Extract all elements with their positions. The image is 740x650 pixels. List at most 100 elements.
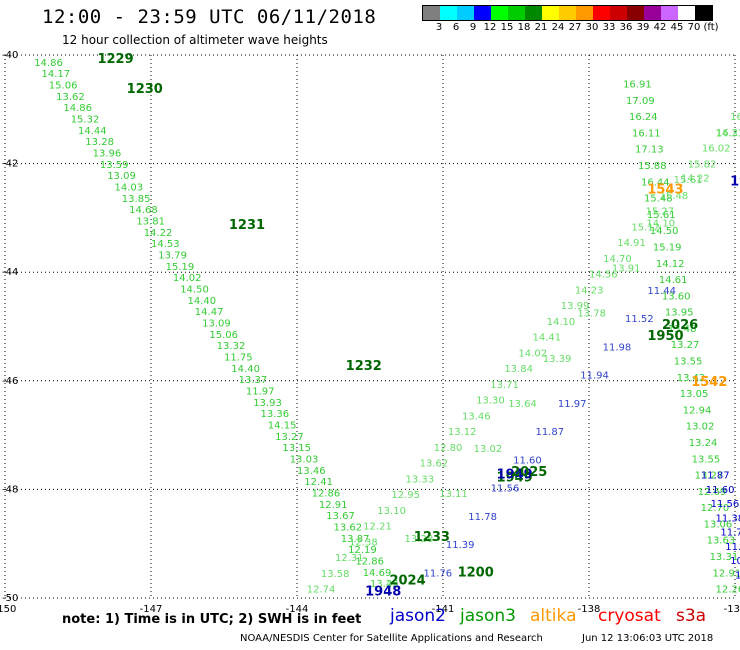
- wave-height-value: 13.62: [420, 459, 449, 470]
- wave-height-value: 13.62: [334, 522, 363, 533]
- wave-height-value: 14.68: [129, 205, 158, 216]
- color-scale-label: 39: [636, 22, 650, 33]
- wave-height-value: 15.06: [49, 81, 78, 92]
- wave-height-value: 14.86: [34, 58, 63, 69]
- pass-time-label: 1232: [346, 359, 382, 374]
- wave-height-value: 13.48: [668, 324, 697, 335]
- wave-height-value: 13.96: [93, 149, 122, 160]
- wave-height-value: 13.33: [406, 474, 435, 485]
- wave-height-value: 10.84: [730, 556, 740, 567]
- wave-height-value: 13.42: [677, 373, 706, 384]
- wave-height-value: 11.94: [580, 371, 609, 382]
- wave-height-value: 11.56: [491, 484, 520, 495]
- wave-height-value: 14.33: [716, 128, 740, 139]
- wave-height-value: 13.25: [370, 579, 399, 590]
- wave-height-value: 14.69: [363, 568, 392, 579]
- pass-time-label: 19: [730, 174, 740, 189]
- color-scale-label: 12: [483, 22, 497, 33]
- wave-height-value: 14.15: [268, 420, 297, 431]
- wave-height-value: 14.02: [173, 273, 202, 284]
- color-scale-label: 24: [551, 22, 565, 33]
- wave-height-value: 14.91: [617, 238, 646, 249]
- color-swatch: [627, 6, 644, 20]
- wave-height-value: 12.86: [355, 556, 384, 567]
- color-swatch: [440, 6, 457, 20]
- wave-height-value: 11.76: [424, 568, 453, 579]
- wave-height-value: 13.05: [680, 389, 709, 400]
- page-subtitle: 12 hour collection of altimeter wave hei…: [62, 33, 328, 47]
- color-swatch: [542, 6, 559, 20]
- wave-height-value: 11.87: [701, 471, 730, 482]
- wave-height-value: 13.11: [439, 489, 468, 500]
- wave-height-value: 13.27: [695, 471, 724, 482]
- wave-height-value: 14.47: [195, 307, 224, 318]
- wave-height-value: 13.95: [665, 308, 694, 319]
- wave-height-value: 13.27: [275, 432, 304, 443]
- color-scale-label: 70: [687, 22, 701, 33]
- wave-height-value: 13.15: [282, 443, 311, 454]
- wave-height-value: 14.22: [681, 174, 710, 185]
- wave-height-value: 16.02: [702, 144, 731, 155]
- color-scale-label: 18: [517, 22, 531, 33]
- color-scale-label: 6: [452, 22, 460, 33]
- footnote: note: 1) Time is in UTC; 2) SWH is in fe…: [62, 612, 362, 627]
- wave-height-value: 11.97: [558, 399, 587, 410]
- pass-time-label: 1230: [127, 82, 163, 97]
- wave-height-value: 14.10: [646, 219, 675, 230]
- color-scale-labels: 3 6 9 12 15 18 21 24 27 30 33 36 39 42 45 70 (ft): [422, 22, 740, 36]
- wave-height-value: 14.40: [231, 364, 260, 375]
- wave-height-value: 11.78: [468, 512, 497, 523]
- wave-height-value: 15.61: [674, 175, 703, 186]
- color-swatch: [644, 6, 661, 20]
- wave-height-value: 13.81: [136, 217, 165, 228]
- wave-height-value: 11.56: [711, 499, 740, 510]
- wave-height-value: 13.28: [85, 137, 114, 148]
- latitude-tick-label: -48: [2, 484, 18, 495]
- wave-height-value: 11.60: [706, 485, 735, 496]
- wave-height-value: 13.63: [707, 536, 736, 547]
- color-swatch: [457, 6, 474, 20]
- wave-height-value: 13.42: [370, 579, 399, 590]
- wave-height-value: 12.94: [683, 405, 712, 416]
- wave-height-value: 14.50: [650, 226, 679, 237]
- latitude-tick-label: -46: [2, 376, 18, 387]
- legend-jason2: jason2: [390, 606, 446, 626]
- longitude-tick-label: -150: [0, 604, 16, 615]
- color-scale-label: 3: [435, 22, 443, 33]
- generated-timestamp: Jun 12 13:06:03 UTC 2018: [582, 633, 714, 644]
- latitude-tick-label: -42: [2, 159, 18, 170]
- wave-height-value: 14.70: [603, 254, 632, 265]
- wave-height-value: 12.21: [363, 522, 392, 533]
- wave-height-value: 13.03: [290, 454, 319, 465]
- wave-height-value: 10.79: [735, 570, 740, 581]
- pass-time-label: 1949: [497, 468, 533, 483]
- wave-height-value: 17.09: [626, 96, 655, 107]
- page-title: 12:00 - 23:59 UTC 06/11/2018: [42, 6, 377, 28]
- wave-height-value: 13.78: [577, 309, 606, 320]
- wave-height-value: 12.91: [713, 568, 740, 579]
- wave-height-value: 14.53: [151, 239, 180, 250]
- wave-height-value: 12.26: [716, 585, 740, 596]
- legend-jason3: jason3: [460, 606, 516, 626]
- wave-height-value: 11.97: [246, 386, 275, 397]
- wave-height-value: 16.21: [716, 128, 740, 139]
- color-scale-label: 36: [619, 22, 633, 33]
- pass-time-label: 2025: [511, 465, 547, 480]
- wave-height-value: 11.44: [647, 286, 676, 297]
- wave-height-value: 12.69: [698, 487, 727, 498]
- credit-line: NOAA/NESDIS Center for Satellite Applica…: [240, 633, 543, 644]
- color-scale-label: 15: [500, 22, 514, 33]
- wave-height-value: 14.22: [144, 228, 173, 239]
- wave-height-value: 13.02: [474, 444, 503, 455]
- wave-height-value: 12.38: [349, 537, 378, 548]
- wave-height-value: 12.91: [319, 500, 348, 511]
- wave-height-value: 12.70: [701, 503, 730, 514]
- longitude-tick-label: -135: [724, 604, 740, 615]
- color-swatch: [610, 6, 627, 20]
- wave-height-value: 13.10: [377, 506, 406, 517]
- color-swatch: [474, 6, 491, 20]
- color-swatch: [593, 6, 610, 20]
- color-swatch: [508, 6, 525, 20]
- wave-height-value: 12.31: [335, 553, 364, 564]
